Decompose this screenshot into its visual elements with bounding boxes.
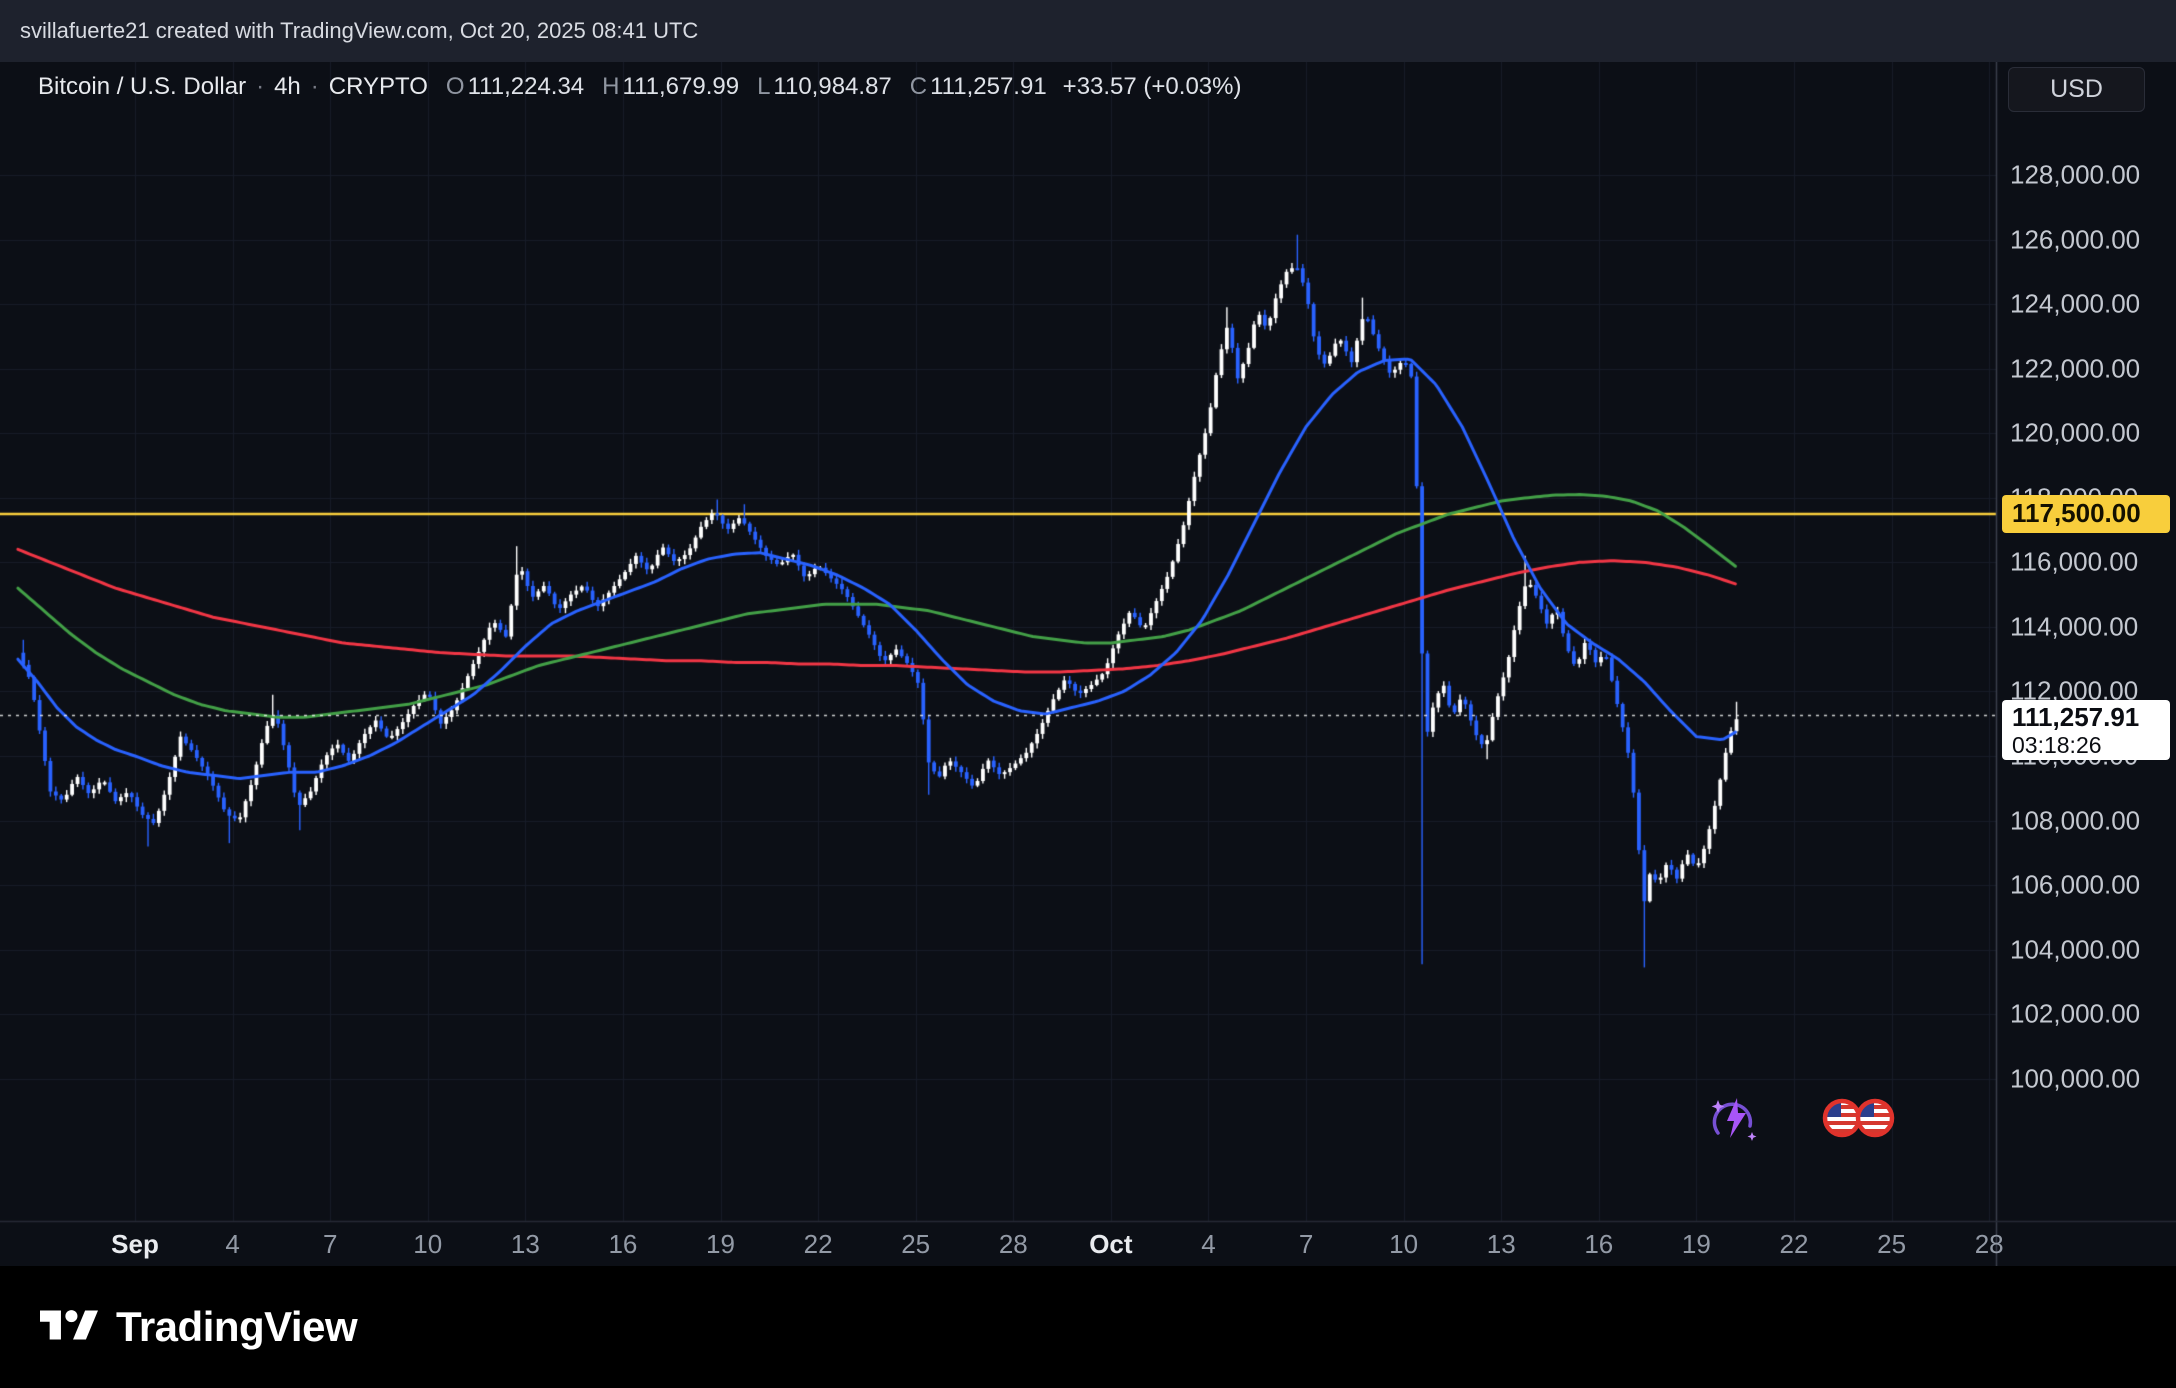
bar-countdown-text: 03:18:26 [2012, 732, 2102, 759]
open-key: O [445, 73, 465, 100]
price-axis-tick: 102,000.00 [2010, 998, 2141, 1029]
attribution-bar: svillafuerte21 created with TradingView.… [0, 0, 2176, 62]
time-axis[interactable]: Sep 4 7 10 13 16 19 22 25 28 Oct 4 7 10 13 16 19 22 25 28 [0, 1221, 2176, 1266]
time-axis-month-tick: Oct [1089, 1229, 1133, 1259]
time-axis-tick: 28 [998, 1229, 1028, 1259]
time-axis-tick: 4 [1201, 1229, 1216, 1259]
open-value: 111,224.34 [467, 73, 585, 100]
price-axis-tick: 114,000.00 [2010, 611, 2139, 642]
price-axis-tick: 100,000.00 [2010, 1063, 2141, 1094]
price-axis-tick: 120,000.00 [2010, 417, 2141, 448]
price-axis-tick: 106,000.00 [2010, 869, 2141, 900]
time-axis-tick: 4 [225, 1229, 240, 1259]
price-axis-tick: 122,000.00 [2010, 353, 2141, 384]
close-key: C [909, 73, 928, 100]
currency-toggle-button[interactable]: USD [2008, 67, 2145, 112]
price-axis-tick: 116,000.00 [2010, 546, 2139, 577]
time-axis-tick: 10 [1389, 1229, 1419, 1259]
time-axis-tick: 7 [1298, 1229, 1314, 1259]
time-axis-tick: 28 [1974, 1229, 2004, 1259]
low-value: 110,984.87 [773, 73, 892, 100]
symbol-name[interactable]: Bitcoin / U.S. Dollar [38, 73, 247, 100]
last-price-text: 111,257.91 [2012, 702, 2140, 733]
time-axis-tick: 16 [1584, 1229, 1614, 1259]
last-price-label: 111,257.91 03:18:26 [2002, 700, 2170, 761]
market-label: CRYPTO [328, 73, 428, 100]
footer-bar: TradingView [0, 1266, 2176, 1388]
time-axis-tick: 16 [608, 1229, 638, 1259]
time-axis-tick: 7 [322, 1229, 338, 1259]
time-axis-tick: 22 [803, 1229, 833, 1259]
time-axis-tick: 19 [706, 1229, 735, 1259]
time-axis-tick: 19 [1681, 1229, 1711, 1259]
high-value: 111,679.99 [622, 73, 740, 100]
lightning-sparkle-icon[interactable] [1706, 1090, 1762, 1151]
time-axis-tick: 13 [1486, 1229, 1516, 1259]
time-axis-tick: 22 [1779, 1229, 1809, 1259]
close-value: 111,257.91 [930, 73, 1047, 100]
us-flags-icon[interactable] [1818, 1092, 1904, 1149]
price-axis-tick: 126,000.00 [2010, 224, 2141, 255]
low-key: L [757, 73, 771, 100]
time-axis-tick: 10 [413, 1229, 443, 1259]
brand-name: TradingView [116, 1303, 358, 1350]
high-key: H [602, 73, 620, 100]
time-axis-tick: 13 [510, 1229, 540, 1259]
legend-separator: · [256, 73, 265, 100]
price-chart-canvas[interactable] [0, 62, 2176, 1266]
level-price-label: 117,500.00 [2002, 494, 2170, 533]
price-axis-tick: 108,000.00 [2010, 805, 2141, 836]
attribution-text: svillafuerte21 created with TradingView.… [20, 18, 699, 43]
symbol-legend: Bitcoin / U.S. Dollar · 4h · CRYPTO O 11… [38, 73, 1241, 101]
time-axis-tick: 25 [1877, 1229, 1907, 1259]
price-axis-tick: 124,000.00 [2010, 288, 2141, 319]
level-price-text: 117,500.00 [2012, 498, 2141, 529]
time-axis-month-tick: Sep [111, 1229, 159, 1259]
legend-separator: · [310, 73, 319, 100]
price-axis[interactable]: 128,000.00 126,000.00 124,000.00 122,000.00… [1996, 62, 2176, 1266]
price-axis-tick: 104,000.00 [2010, 934, 2141, 965]
currency-label: USD [2050, 75, 2103, 103]
change-value: +33.57 (+0.03%) [1062, 73, 1242, 100]
time-axis-tick: 25 [901, 1229, 931, 1259]
price-axis-tick: 128,000.00 [2010, 159, 2141, 190]
tradingview-logo-icon [40, 1302, 98, 1353]
interval-label[interactable]: 4h [274, 73, 301, 100]
